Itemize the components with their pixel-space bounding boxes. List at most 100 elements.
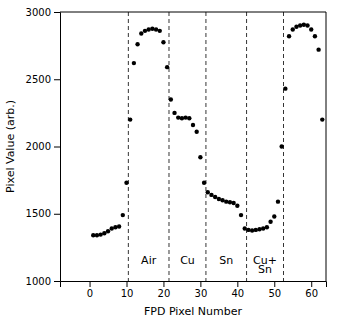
tick-mark	[200, 281, 201, 287]
tick-mark	[237, 281, 238, 287]
point	[265, 225, 269, 229]
tick: 2000	[26, 141, 60, 152]
x-axis-title: FPD Pixel Number	[144, 305, 243, 318]
point	[106, 229, 110, 233]
tick-label: 10	[121, 288, 134, 299]
axis-line	[54, 13, 61, 282]
tick-mark	[274, 281, 275, 287]
point	[198, 155, 202, 159]
point	[113, 225, 117, 229]
tick-label: 50	[268, 288, 281, 299]
y-axis: 1000 1500 2000 2500 3000	[26, 7, 61, 287]
tick-label: 20	[158, 288, 171, 299]
tick-label: 0	[87, 288, 93, 299]
vline	[205, 12, 206, 281]
tick: 1500	[26, 208, 60, 219]
tick-mark	[90, 281, 91, 287]
tick-mark	[54, 281, 60, 282]
point	[228, 200, 232, 204]
point	[313, 34, 317, 38]
marks	[91, 12, 324, 281]
point	[298, 23, 302, 27]
point	[150, 27, 154, 31]
y-axis-title: Pixel Value (arb.)	[4, 100, 17, 193]
vline	[168, 12, 169, 281]
vline	[128, 12, 129, 281]
point	[158, 29, 162, 33]
point	[316, 47, 320, 51]
tick: 1000	[26, 276, 60, 287]
tick: 60	[305, 281, 318, 299]
point	[165, 65, 169, 69]
x-axis: 0 10 20 30 40 50 60	[61, 281, 327, 299]
annotation: Air	[141, 254, 157, 267]
point	[161, 40, 165, 44]
point	[276, 199, 280, 203]
axis-line	[61, 282, 327, 288]
point	[213, 195, 217, 199]
tick: 0	[87, 281, 93, 299]
point	[169, 97, 173, 101]
plot-area: 0 10 20 30 40 50 60 1000 1500 2000 2500 3000 Air Cu Sn…	[26, 7, 327, 299]
point	[102, 231, 106, 235]
tick-label: 3000	[26, 7, 51, 18]
point	[209, 193, 213, 197]
point	[239, 213, 243, 217]
annotation: Cu	[180, 254, 195, 267]
point	[302, 23, 306, 27]
point	[180, 116, 184, 120]
tick-mark	[163, 281, 164, 287]
point	[139, 31, 143, 35]
point	[191, 123, 195, 127]
point	[283, 86, 287, 90]
tick-label: 40	[231, 288, 244, 299]
tick-label: 1000	[26, 276, 51, 287]
frame	[60, 12, 326, 13]
tick: 20	[158, 281, 171, 299]
point	[124, 181, 128, 185]
point	[202, 181, 206, 185]
point	[320, 117, 324, 121]
chart: 0 10 20 30 40 50 60 1000 1500 2000 2500 3000 Air Cu Sn…	[0, 0, 340, 323]
tick-mark	[311, 281, 312, 287]
point	[121, 213, 125, 217]
vline	[246, 12, 247, 281]
tick-label: 2000	[26, 141, 51, 152]
tick-label: 2500	[26, 74, 51, 85]
annotation: Sn	[258, 263, 272, 276]
tick: 40	[231, 281, 244, 299]
point	[183, 115, 187, 119]
point	[95, 233, 99, 237]
point	[257, 227, 261, 231]
point	[272, 214, 276, 218]
tick-mark	[54, 79, 60, 80]
point	[246, 228, 250, 232]
point	[172, 111, 176, 115]
tick-mark	[54, 147, 60, 148]
point	[194, 130, 198, 134]
frame	[326, 12, 327, 281]
tick-mark	[127, 281, 128, 287]
point	[176, 115, 180, 119]
point	[250, 228, 254, 232]
point	[254, 228, 258, 232]
point	[187, 116, 191, 120]
tick: 30	[195, 281, 208, 299]
point	[128, 117, 132, 121]
point	[224, 199, 228, 203]
annotation: Sn	[219, 254, 233, 267]
point	[135, 42, 139, 46]
point	[231, 201, 235, 205]
point	[305, 23, 309, 27]
point	[206, 190, 210, 194]
tick: 2500	[26, 74, 60, 85]
tick-mark	[54, 12, 60, 13]
tick-label: 30	[195, 288, 208, 299]
tick: 3000	[26, 7, 60, 18]
point	[309, 27, 313, 31]
tick-mark	[54, 214, 60, 215]
point	[146, 27, 150, 31]
tick-label: 60	[305, 288, 318, 299]
annotations: AirCuSnCu+Sn	[141, 254, 277, 276]
point	[268, 220, 272, 224]
